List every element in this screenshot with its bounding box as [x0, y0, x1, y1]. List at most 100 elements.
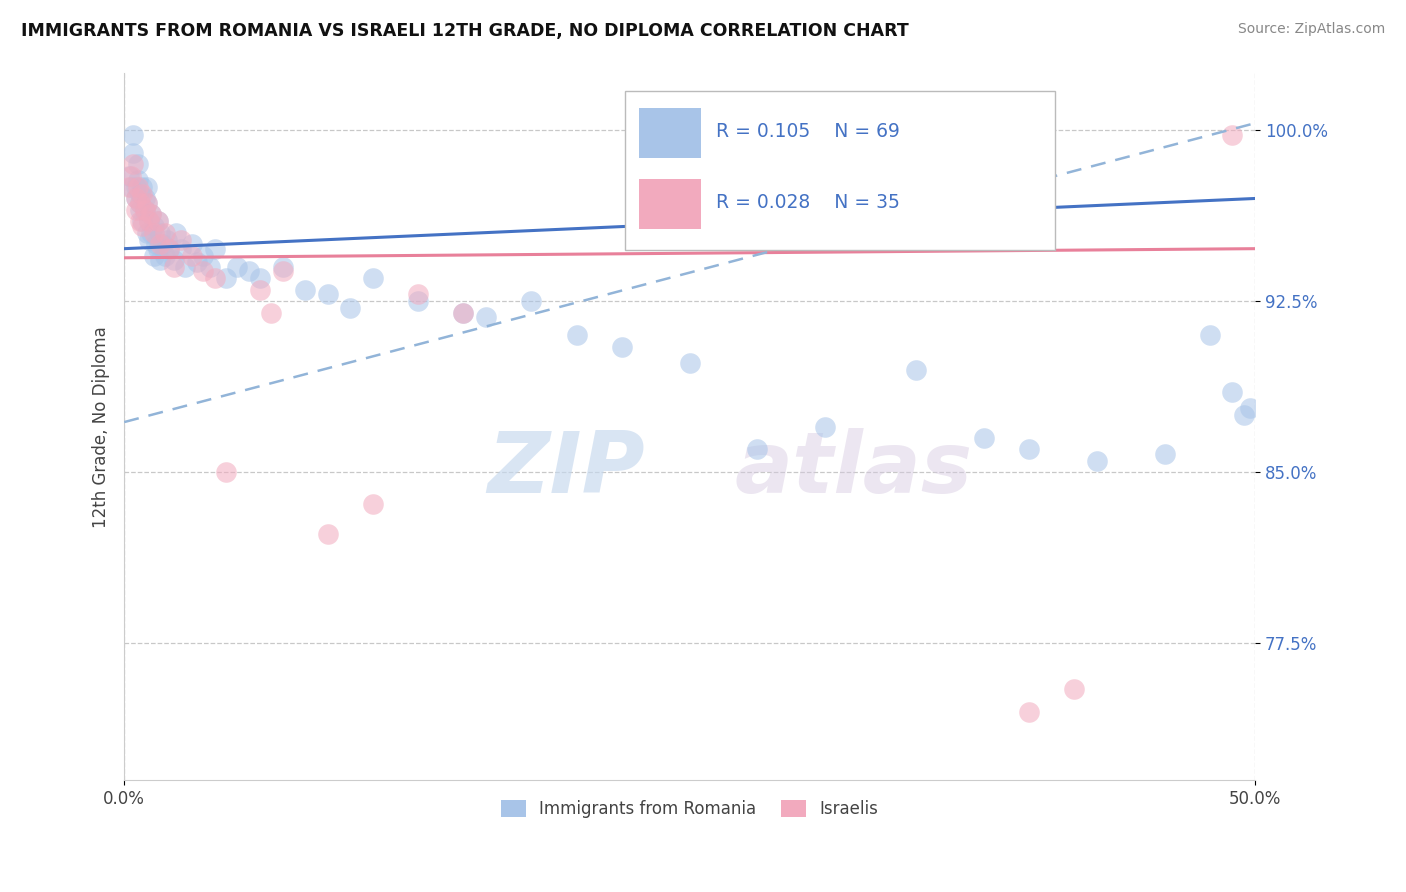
Point [146, 242, 169, 256]
Point [181, 248, 204, 262]
Point [1085, 454, 1108, 468]
Point [238, 264, 260, 278]
Point [127, 180, 149, 194]
Point [186, 255, 208, 269]
Point [170, 242, 193, 256]
Point [747, 442, 769, 457]
Point [138, 233, 160, 247]
Point [120, 169, 142, 183]
Point [904, 362, 927, 376]
Point [135, 196, 157, 211]
Point [124, 180, 146, 194]
Point [149, 226, 172, 240]
Point [1198, 328, 1220, 343]
Point [134, 202, 156, 217]
Point [204, 242, 226, 256]
Point [163, 253, 186, 268]
Point [141, 226, 163, 240]
Point [204, 271, 226, 285]
Point [141, 207, 163, 221]
Point [226, 260, 249, 274]
Point [193, 264, 215, 278]
Point [156, 233, 179, 247]
Point [153, 248, 176, 262]
Point [138, 214, 160, 228]
Point [129, 196, 152, 211]
Point [118, 180, 141, 194]
Point [129, 214, 152, 228]
Point [122, 157, 145, 171]
Point [141, 207, 163, 221]
Point [127, 173, 149, 187]
Point [193, 248, 215, 262]
Point [124, 202, 146, 217]
Point [973, 431, 995, 445]
Point [131, 214, 153, 228]
Point [1063, 681, 1085, 696]
Point [271, 260, 294, 274]
Point [453, 305, 475, 319]
Point [1222, 385, 1244, 400]
Point [678, 356, 700, 370]
Point [249, 271, 271, 285]
Point [131, 186, 153, 201]
Point [138, 214, 160, 228]
Point [142, 226, 165, 240]
Point [339, 301, 361, 315]
Point [118, 169, 141, 183]
Text: ZIP: ZIP [486, 427, 644, 510]
Point [142, 248, 165, 262]
Point [149, 253, 172, 268]
Y-axis label: 12th Grade, No Diploma: 12th Grade, No Diploma [93, 326, 110, 527]
Point [406, 287, 429, 301]
Point [1018, 442, 1040, 457]
Point [165, 226, 187, 240]
Point [361, 497, 384, 511]
Point [316, 287, 339, 301]
Text: IMMIGRANTS FROM ROMANIA VS ISRAELI 12TH GRADE, NO DIPLOMA CORRELATION CHART: IMMIGRANTS FROM ROMANIA VS ISRAELI 12TH … [21, 22, 908, 40]
Point [814, 419, 837, 434]
Point [294, 283, 316, 297]
Point [152, 237, 174, 252]
Point [134, 192, 156, 206]
Point [135, 180, 157, 194]
Point [122, 145, 145, 160]
Point [145, 237, 167, 252]
Point [610, 340, 633, 354]
Point [316, 527, 339, 541]
Point [215, 465, 238, 479]
Point [453, 305, 475, 319]
Point [361, 271, 384, 285]
Point [134, 202, 156, 217]
Point [124, 192, 146, 206]
Text: atlas: atlas [735, 427, 973, 510]
Point [124, 192, 146, 206]
Point [120, 180, 142, 194]
Point [142, 219, 165, 233]
Point [159, 242, 181, 256]
Point [1153, 447, 1175, 461]
Point [159, 242, 181, 256]
Point [149, 237, 172, 252]
Point [198, 260, 221, 274]
Point [1239, 401, 1261, 416]
Point [181, 237, 204, 252]
Point [122, 128, 145, 142]
Point [135, 196, 157, 211]
Text: Source: ZipAtlas.com: Source: ZipAtlas.com [1237, 22, 1385, 37]
Point [135, 226, 157, 240]
Point [215, 271, 238, 285]
Bar [638, 179, 702, 228]
Point [475, 310, 498, 325]
Point [406, 294, 429, 309]
Point [153, 226, 176, 240]
Bar [638, 108, 702, 158]
Bar [626, 91, 1054, 250]
Point [249, 283, 271, 297]
Point [1233, 409, 1256, 423]
Point [170, 233, 193, 247]
Point [129, 186, 152, 201]
Point [131, 219, 153, 233]
Point [520, 294, 543, 309]
Point [146, 214, 169, 228]
